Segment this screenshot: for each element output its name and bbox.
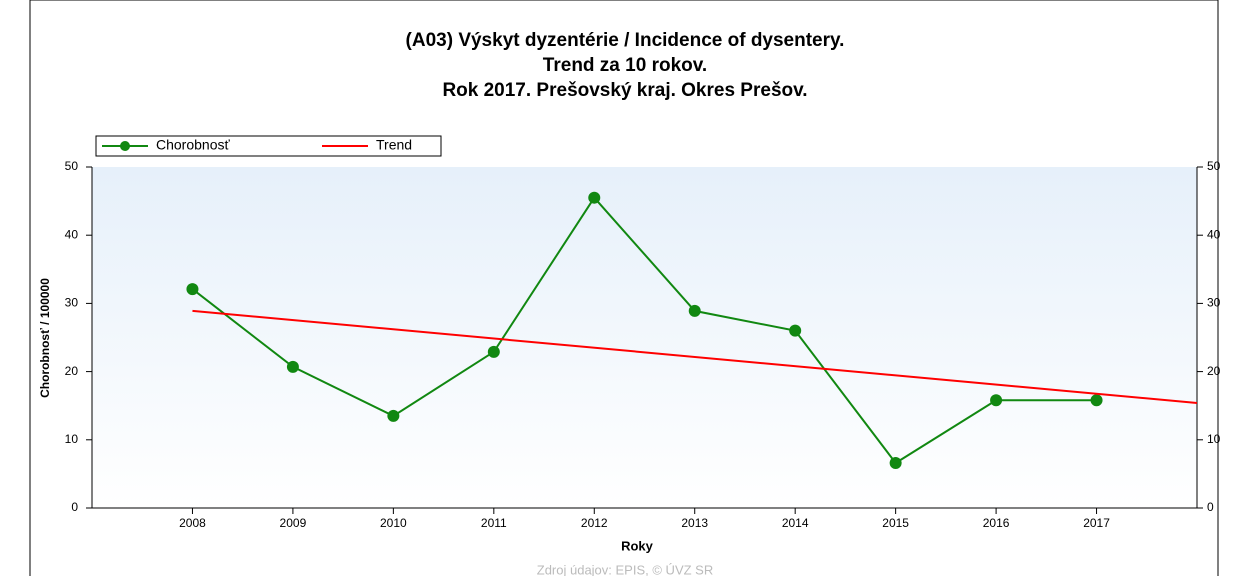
y2-tick-label: 10: [1207, 432, 1221, 446]
series-line: [192, 309, 1198, 404]
legend: [95, 135, 442, 157]
x-tick-label: 2012: [581, 516, 608, 530]
point: [889, 456, 902, 469]
y2-tick-label: 50: [1207, 159, 1221, 173]
legend-label: Chorobnosť: [156, 137, 230, 153]
series-line: [191, 196, 1097, 465]
point: [286, 360, 299, 373]
y-tick-label: 40: [65, 227, 79, 241]
y-tick-label: 10: [65, 432, 79, 446]
x-tick-label: 2009: [280, 516, 307, 530]
chart-subtitle: Rok 2017. Prešovský kraj. Okres Prešov.: [442, 80, 807, 101]
x-tick-label: 2008: [179, 516, 206, 530]
x-tick-label: 2017: [1083, 516, 1110, 530]
y2-tick-label: 30: [1207, 296, 1221, 310]
x-tick-label: 2014: [782, 516, 809, 530]
x-tick-label: 2013: [681, 516, 708, 530]
y-tick-label: 0: [71, 500, 78, 514]
point: [789, 324, 802, 337]
x-tick-label: 2011: [481, 516, 507, 530]
x-tick-label: 2015: [882, 516, 909, 530]
point: [186, 283, 199, 296]
y2-tick-label: 20: [1207, 364, 1221, 378]
x-tick-label: 2016: [983, 516, 1010, 530]
plot-area: [92, 167, 1197, 508]
chart-title: (A03) Výskyt dyzentérie / Incidence of d…: [406, 30, 845, 51]
point: [990, 394, 1003, 407]
x-axis-label: Roky: [621, 538, 654, 553]
point: [1090, 394, 1103, 407]
point: [688, 304, 701, 317]
point: [387, 409, 400, 422]
chart-subtitle: Trend za 10 rokov.: [543, 55, 707, 76]
legend-label: Trend: [376, 137, 412, 153]
y2-tick-label: 0: [1207, 500, 1214, 514]
y2-tick-label: 40: [1207, 227, 1221, 241]
y-tick-label: 30: [65, 296, 79, 310]
y-tick-label: 20: [65, 364, 79, 378]
x-tick-label: 2010: [380, 516, 407, 530]
y-axis-label: Chorobnosť / 100000: [38, 278, 52, 398]
source: Zdroj údajov: EPIS, © ÚVZ SR: [537, 562, 713, 576]
point: [588, 191, 601, 204]
legend-marker: [120, 141, 130, 151]
point: [487, 345, 500, 358]
y-tick-label: 50: [65, 159, 79, 173]
